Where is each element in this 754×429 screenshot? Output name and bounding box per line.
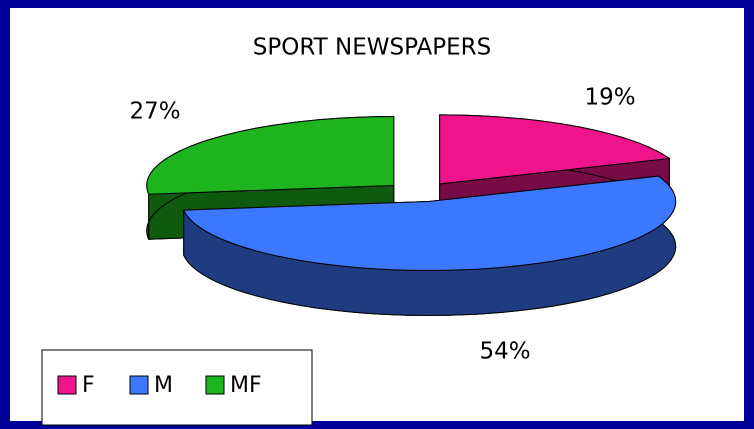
value-label: 54% (479, 339, 530, 365)
slice (182, 175, 677, 271)
slice (439, 114, 671, 185)
legend-label: F (82, 373, 95, 398)
legend-label: MF (230, 373, 262, 398)
value-label: 27% (129, 99, 180, 125)
legend-swatch (129, 375, 149, 395)
legend-swatch (205, 375, 225, 395)
legend-label: M (154, 373, 173, 398)
value-label: 19% (584, 85, 635, 111)
slice (146, 115, 395, 195)
legend (41, 349, 313, 426)
chart-title: SPORT NEWSPAPERS (253, 35, 491, 61)
legend-swatch (57, 375, 77, 395)
